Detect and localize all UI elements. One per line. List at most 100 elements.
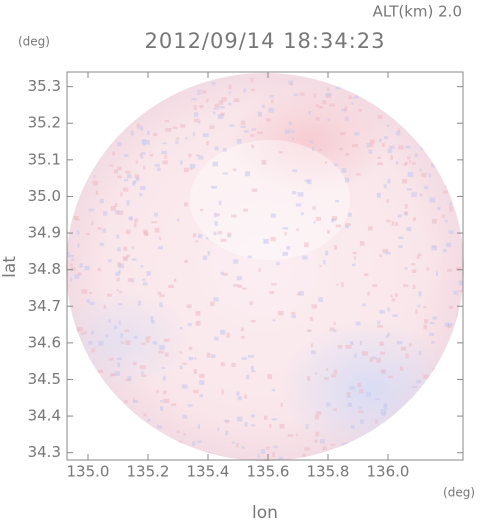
speckle: [233, 98, 240, 103]
speckle: [210, 301, 215, 307]
speckle: [271, 283, 277, 286]
speckle: [141, 371, 145, 375]
speckle: [386, 219, 391, 223]
speckle: [403, 162, 407, 167]
speckle: [130, 278, 135, 283]
speckle: [206, 140, 209, 146]
speckle: [344, 224, 349, 229]
speckle: [336, 283, 339, 286]
speckle: [322, 446, 327, 451]
speckle: [390, 294, 393, 298]
speckle: [114, 371, 120, 376]
speckle: [220, 112, 225, 117]
speckle: [330, 443, 336, 446]
speckle: [386, 124, 390, 127]
speckle: [225, 430, 229, 436]
speckle: [163, 338, 170, 342]
speckle: [429, 197, 436, 203]
speckle: [351, 263, 356, 267]
speckle: [240, 125, 246, 129]
speckle: [197, 440, 203, 443]
speckle: [79, 263, 83, 268]
speckle: [73, 215, 79, 220]
speckle: [156, 425, 163, 429]
speckle: [352, 251, 357, 255]
speckle: [129, 216, 133, 221]
speckle: [263, 238, 269, 244]
speckle: [214, 212, 217, 218]
speckle: [250, 414, 255, 418]
speckle: [444, 184, 449, 188]
speckle: [296, 228, 300, 231]
speckle: [394, 293, 398, 297]
plot-frame: [66, 71, 464, 461]
speckle: [236, 276, 243, 281]
speckle: [109, 164, 114, 167]
speckle: [280, 402, 283, 407]
speckle: [116, 288, 119, 292]
speckle: [133, 335, 138, 339]
speckle: [383, 403, 387, 408]
speckle: [300, 92, 305, 96]
speckle: [290, 82, 293, 86]
speckle: [261, 104, 265, 108]
speckle: [164, 352, 169, 357]
speckle: [147, 130, 150, 136]
speckle: [300, 212, 304, 216]
speckle: [304, 447, 311, 451]
speckle: [74, 273, 80, 279]
speckle: [297, 192, 304, 197]
speckle: [295, 433, 299, 437]
speckle: [346, 395, 351, 398]
speckle: [424, 319, 429, 324]
speckle: [431, 340, 435, 344]
speckle: [247, 255, 252, 259]
speckle: [374, 398, 380, 401]
speckle: [389, 145, 395, 149]
speckle: [146, 271, 151, 276]
speckle: [88, 291, 93, 294]
speckle: [107, 293, 112, 297]
speckle: [291, 191, 297, 195]
speckle: [246, 374, 250, 380]
x-tick-label: 135.0: [67, 463, 110, 481]
speckle: [213, 107, 219, 110]
speckle: [242, 287, 247, 290]
speckle: [415, 309, 418, 315]
speckle: [387, 332, 390, 337]
speckle: [117, 175, 122, 179]
speckle: [333, 369, 338, 375]
speckle: [348, 95, 352, 100]
speckle: [398, 145, 404, 150]
speckle: [295, 203, 302, 207]
speckle: [310, 343, 314, 348]
speckle: [291, 314, 296, 319]
speckle: [220, 329, 226, 335]
speckle: [115, 271, 120, 276]
speckle: [136, 123, 141, 129]
speckle: [80, 332, 84, 336]
speckle: [377, 156, 382, 160]
speckle: [114, 169, 118, 174]
speckle: [411, 192, 417, 197]
speckle: [131, 258, 137, 261]
speckle: [157, 167, 161, 172]
speckle: [156, 389, 159, 393]
speckle: [250, 134, 255, 137]
speckle: [404, 211, 408, 215]
speckle: [284, 129, 290, 134]
speckle: [233, 259, 239, 264]
speckle: [322, 100, 327, 105]
speckle: [269, 424, 272, 428]
speckle: [319, 264, 322, 267]
speckle: [140, 265, 144, 268]
speckle: [90, 330, 95, 335]
speckle: [387, 178, 391, 184]
speckle: [105, 334, 109, 338]
y-tick-label: 34.8: [28, 260, 61, 278]
speckle: [127, 376, 132, 381]
speckle: [70, 267, 76, 272]
speckle: [446, 242, 451, 248]
speckle: [323, 259, 326, 265]
speckle: [162, 375, 166, 381]
